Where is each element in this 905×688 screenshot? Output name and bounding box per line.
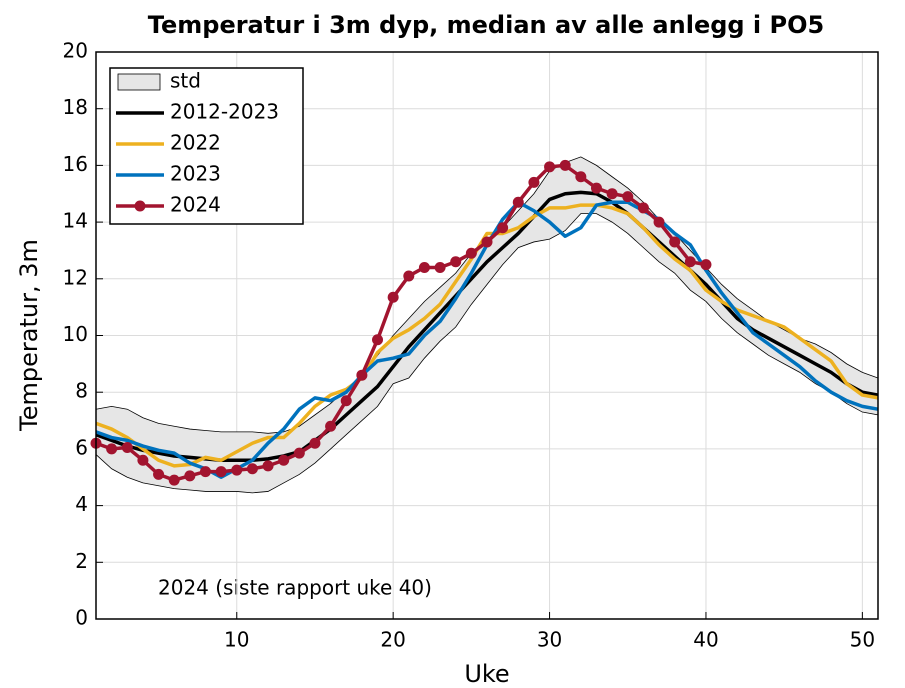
legend-label: 2012-2023 bbox=[170, 100, 279, 124]
data-point bbox=[387, 291, 399, 303]
data-point bbox=[309, 437, 321, 449]
data-point bbox=[481, 236, 493, 248]
data-point bbox=[215, 466, 227, 478]
data-point bbox=[293, 447, 305, 459]
y-tick-label: 6 bbox=[75, 435, 88, 459]
y-tick-label: 18 bbox=[63, 95, 88, 119]
data-point bbox=[356, 369, 368, 381]
data-point bbox=[606, 188, 618, 200]
data-point bbox=[246, 463, 258, 475]
data-point bbox=[372, 334, 384, 346]
y-axis-label: Temperatur, 3m bbox=[15, 239, 43, 432]
data-point bbox=[497, 222, 509, 234]
data-point bbox=[199, 466, 211, 478]
y-tick-label: 4 bbox=[75, 492, 88, 516]
data-point bbox=[575, 171, 587, 183]
data-point bbox=[559, 159, 571, 171]
plot-area bbox=[90, 51, 879, 620]
y-tick-label: 8 bbox=[75, 379, 88, 403]
data-point bbox=[262, 460, 274, 472]
y-tick-label: 16 bbox=[63, 152, 88, 176]
legend-label: 2024 bbox=[170, 193, 221, 217]
series-line bbox=[95, 203, 879, 468]
data-point bbox=[512, 196, 524, 208]
data-point bbox=[622, 191, 634, 203]
data-point bbox=[669, 236, 681, 248]
data-point bbox=[403, 270, 415, 282]
legend-label: 2023 bbox=[170, 162, 221, 186]
chart-title: Temperatur i 3m dyp, median av alle anle… bbox=[148, 11, 824, 39]
x-tick-label: 20 bbox=[380, 628, 405, 652]
data-point bbox=[465, 247, 477, 259]
plot-frame bbox=[95, 51, 879, 620]
y-tick-label: 14 bbox=[63, 209, 88, 233]
data-point bbox=[278, 454, 290, 466]
y-tick-label: 2 bbox=[75, 549, 88, 573]
data-point bbox=[418, 261, 430, 273]
y-tick-label: 10 bbox=[63, 322, 88, 346]
series-line bbox=[95, 163, 707, 482]
data-point bbox=[137, 454, 149, 466]
data-point bbox=[637, 202, 649, 214]
data-point bbox=[121, 441, 133, 453]
data-point bbox=[653, 216, 665, 228]
data-point bbox=[684, 256, 696, 268]
legend-label: 2022 bbox=[170, 131, 221, 155]
data-point bbox=[544, 161, 556, 173]
legend-box bbox=[109, 67, 304, 225]
data-point bbox=[590, 182, 602, 194]
data-point bbox=[153, 468, 165, 480]
y-tick-label: 0 bbox=[75, 606, 88, 630]
x-tick-label: 10 bbox=[224, 628, 249, 652]
x-axis-label: Uke bbox=[464, 660, 509, 688]
data-point bbox=[168, 474, 180, 486]
data-point bbox=[325, 420, 337, 432]
y-tick-label: 20 bbox=[63, 39, 88, 63]
data-point bbox=[184, 470, 196, 482]
x-tick-label: 50 bbox=[850, 628, 875, 652]
x-tick-label: 40 bbox=[693, 628, 718, 652]
x-tick-label: 30 bbox=[537, 628, 562, 652]
data-point bbox=[450, 256, 462, 268]
y-tick-label: 12 bbox=[63, 265, 88, 289]
legend-swatch bbox=[117, 73, 161, 91]
data-point bbox=[700, 259, 712, 271]
data-point bbox=[528, 176, 540, 188]
legend-marker bbox=[134, 200, 146, 212]
data-point bbox=[340, 395, 352, 407]
legend-label: std bbox=[170, 69, 201, 93]
data-point bbox=[434, 261, 446, 273]
data-point bbox=[231, 464, 243, 476]
data-point bbox=[106, 443, 118, 455]
annotation: 2024 (siste rapport uke 40) bbox=[158, 576, 432, 600]
